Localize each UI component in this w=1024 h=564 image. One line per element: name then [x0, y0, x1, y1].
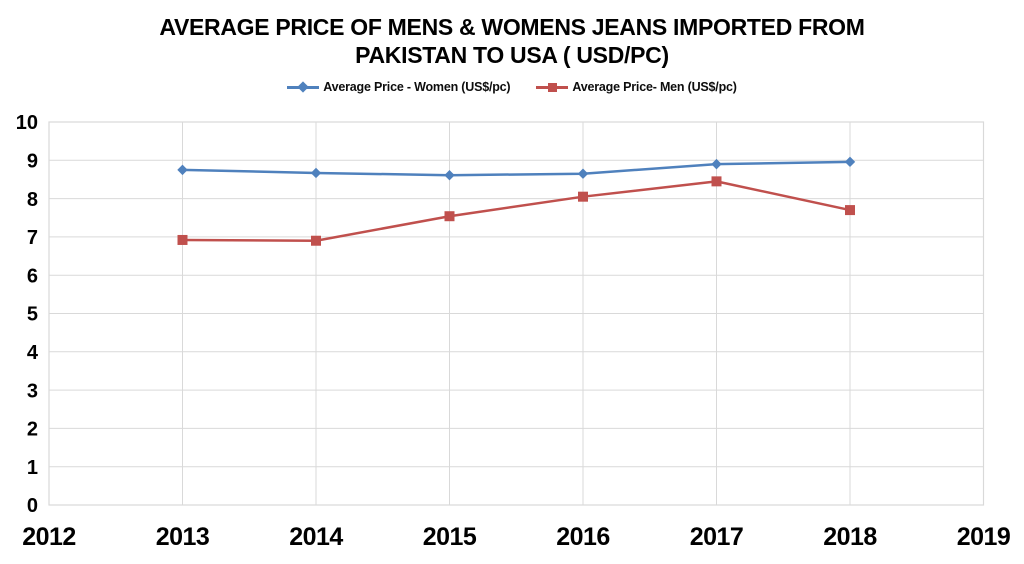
chart-title-line1: AVERAGE PRICE OF MENS & WOMENS JEANS IMP…: [159, 14, 865, 40]
y-axis-tick-label: 5: [27, 304, 38, 326]
data-point-men: [177, 234, 188, 245]
x-axis-tick-label: 2014: [289, 523, 343, 551]
data-point-women: [444, 170, 455, 181]
y-axis-tick-label: 3: [27, 380, 38, 402]
data-point-women: [844, 156, 856, 168]
series-line-women: [181, 160, 852, 177]
data-point-women: [711, 158, 722, 170]
data-point-men: [578, 191, 588, 202]
data-point-men: [444, 211, 455, 222]
x-axis-tick-label: 2013: [156, 523, 210, 551]
men-line-square-icon: [536, 81, 569, 93]
chart-title-line2: PAKISTAN TO USA ( USD/PC): [355, 42, 669, 68]
y-axis-tick-label: 4: [27, 342, 39, 364]
legend-item-men: Average Price- Men (US$/pc): [536, 80, 737, 94]
y-axis-tick-label: 8: [27, 189, 38, 211]
women-line-diamond-icon: [287, 81, 320, 93]
legend-label-men: Average Price- Men (US$/pc): [572, 80, 737, 94]
legend-label-women: Average Price - Women (US$/pc): [323, 80, 511, 94]
x-axis-tick-label: 2017: [690, 523, 744, 551]
y-axis-tick-label: 6: [27, 265, 38, 287]
plot-border: [48, 121, 985, 506]
y-axis-tick-label: 0: [27, 495, 38, 517]
data-point-men: [311, 235, 321, 246]
data-point-women: [577, 168, 589, 179]
x-axis-tick-label: 2016: [556, 523, 610, 551]
x-axis-tick-label: 2019: [957, 523, 1011, 551]
data-point-men: [711, 176, 722, 187]
x-axis-tick-label: 2012: [22, 523, 76, 551]
series-line-men: [181, 180, 852, 242]
legend-item-women: Average Price - Women (US$/pc): [287, 80, 511, 94]
chart-title: AVERAGE PRICE OF MENS & WOMENS JEANS IMP…: [0, 13, 1024, 69]
chart-legend: Average Price - Women (US$/pc) Average P…: [0, 80, 1024, 94]
y-axis-tick-label: 2: [27, 419, 38, 441]
x-axis-tick-label: 2015: [423, 523, 477, 551]
data-point-men: [845, 205, 855, 216]
y-axis-tick-label: 7: [27, 227, 38, 249]
y-axis-tick-label: 9: [27, 151, 38, 173]
data-point-women: [310, 167, 322, 179]
y-axis-tick-label: 10: [16, 112, 38, 134]
data-point-women: [177, 164, 188, 176]
x-axis-tick-label: 2018: [823, 523, 877, 551]
y-axis-tick-label: 1: [27, 457, 38, 479]
